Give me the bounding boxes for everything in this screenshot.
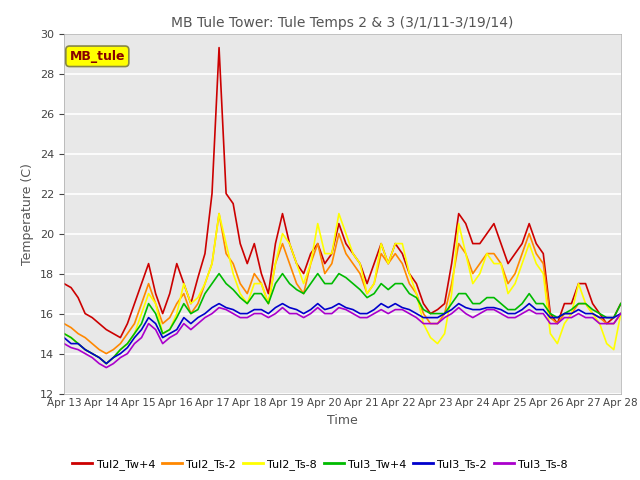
Tul2_Tw+4	[434, 307, 442, 312]
Tul3_Tw+4	[617, 300, 625, 306]
Tul3_Tw+4	[321, 281, 328, 287]
Tul2_Tw+4	[215, 45, 223, 50]
Line: Tul2_Ts-2: Tul2_Ts-2	[64, 214, 621, 354]
Tul2_Ts-2	[617, 311, 625, 316]
Tul3_Ts-8	[568, 315, 575, 321]
Tul2_Ts-8	[321, 251, 328, 256]
Tul3_Ts-8	[406, 311, 413, 316]
Line: Tul3_Ts-8: Tul3_Ts-8	[64, 308, 621, 368]
Tul2_Ts-8	[215, 211, 223, 216]
Tul3_Ts-8	[455, 305, 463, 311]
Tul2_Ts-2	[215, 211, 223, 216]
Tul3_Ts-2	[413, 311, 420, 316]
Tul3_Ts-8	[413, 315, 420, 321]
Tul2_Ts-8	[455, 221, 463, 227]
Tul3_Ts-8	[60, 341, 68, 347]
Line: Tul2_Tw+4: Tul2_Tw+4	[64, 48, 621, 337]
Tul2_Ts-8	[434, 341, 442, 347]
Tul3_Tw+4	[413, 295, 420, 300]
Tul2_Ts-8	[413, 291, 420, 297]
Title: MB Tule Tower: Tule Temps 2 & 3 (3/1/11-3/19/14): MB Tule Tower: Tule Temps 2 & 3 (3/1/11-…	[172, 16, 513, 30]
Tul3_Ts-2	[455, 300, 463, 306]
Tul2_Tw+4	[406, 271, 413, 276]
Tul2_Ts-8	[102, 361, 110, 367]
Tul3_Ts-2	[434, 315, 442, 321]
Tul3_Tw+4	[455, 291, 463, 297]
Tul2_Tw+4	[321, 261, 328, 266]
Tul2_Ts-2	[413, 291, 420, 297]
Tul3_Tw+4	[102, 361, 110, 367]
Line: Tul3_Tw+4: Tul3_Tw+4	[64, 274, 621, 364]
Legend: Tul2_Tw+4, Tul2_Ts-2, Tul2_Ts-8, Tul3_Tw+4, Tul3_Ts-2, Tul3_Ts-8: Tul2_Tw+4, Tul2_Ts-2, Tul2_Ts-8, Tul3_Tw…	[68, 455, 572, 474]
Tul2_Ts-2	[60, 321, 68, 326]
Tul2_Ts-8	[60, 331, 68, 336]
Tul2_Ts-8	[617, 311, 625, 316]
Line: Tul2_Ts-8: Tul2_Ts-8	[64, 214, 621, 364]
Tul2_Tw+4	[60, 281, 68, 287]
Tul2_Ts-2	[568, 311, 575, 316]
Tul3_Ts-2	[215, 300, 223, 306]
Tul3_Tw+4	[60, 331, 68, 336]
Tul3_Ts-8	[215, 305, 223, 311]
Tul2_Ts-2	[434, 321, 442, 326]
Tul2_Tw+4	[568, 300, 575, 306]
Tul2_Ts-2	[102, 351, 110, 357]
Tul2_Ts-8	[406, 271, 413, 276]
Y-axis label: Temperature (C): Temperature (C)	[22, 163, 35, 264]
Line: Tul3_Ts-2: Tul3_Ts-2	[64, 303, 621, 364]
Tul3_Ts-2	[321, 307, 328, 312]
Tul2_Ts-8	[568, 311, 575, 316]
Tul3_Tw+4	[434, 311, 442, 316]
Tul3_Ts-2	[617, 311, 625, 316]
Tul3_Ts-2	[406, 307, 413, 312]
Tul3_Ts-8	[434, 321, 442, 326]
Tul3_Ts-2	[60, 335, 68, 340]
Tul3_Tw+4	[568, 307, 575, 312]
Tul3_Ts-8	[617, 311, 625, 316]
Tul3_Tw+4	[215, 271, 223, 276]
Tul2_Tw+4	[116, 335, 124, 340]
Tul2_Ts-2	[406, 281, 413, 287]
Tul2_Tw+4	[413, 281, 420, 287]
Tul3_Ts-8	[321, 311, 328, 316]
Tul2_Ts-2	[455, 240, 463, 247]
Tul3_Tw+4	[406, 291, 413, 297]
X-axis label: Time: Time	[327, 414, 358, 427]
Tul3_Ts-2	[102, 361, 110, 367]
Tul3_Ts-8	[102, 365, 110, 371]
Tul2_Ts-2	[321, 271, 328, 276]
Tul3_Ts-2	[568, 311, 575, 316]
Tul2_Tw+4	[455, 211, 463, 216]
Text: MB_tule: MB_tule	[70, 50, 125, 63]
Tul2_Tw+4	[617, 300, 625, 306]
